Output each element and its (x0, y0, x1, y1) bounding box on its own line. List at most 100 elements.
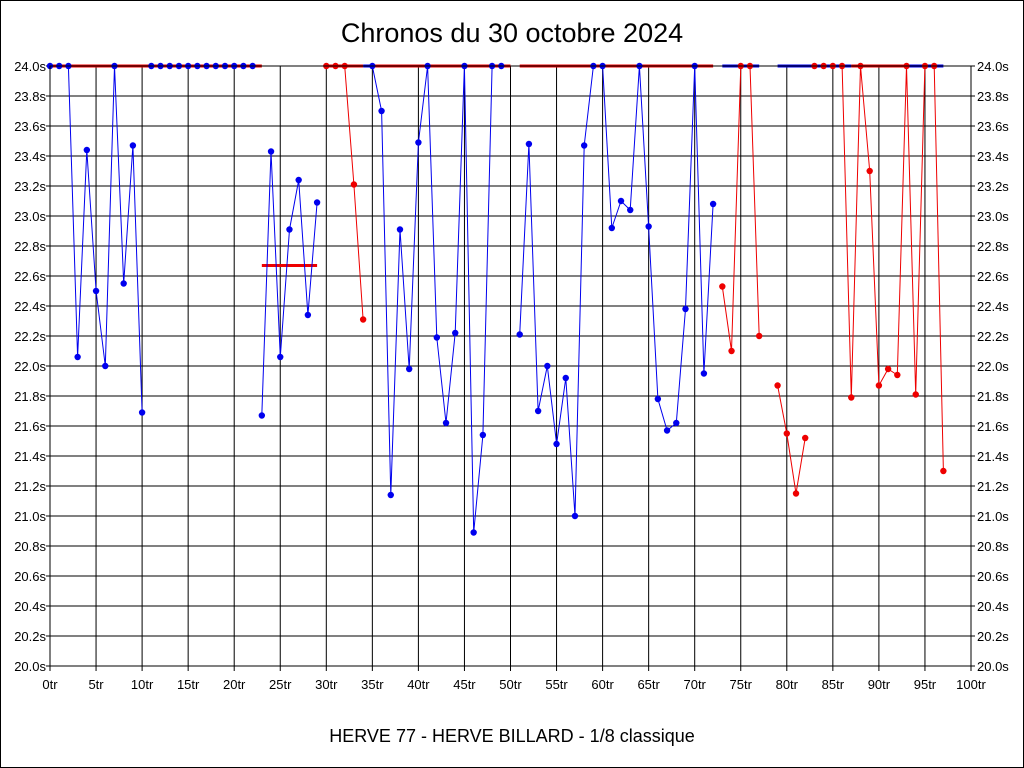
data-point (755, 332, 763, 340)
y-tick-label-left: 20.2s (14, 629, 46, 644)
grid (46, 65, 975, 671)
data-point (525, 140, 533, 148)
y-tick-label-left: 24.0s (14, 59, 46, 74)
data-point (129, 142, 137, 149)
x-tick-label: 95tr (914, 677, 937, 692)
x-tick-label: 30tr (315, 677, 338, 692)
y-tick-label-right: 23.0s (977, 209, 1009, 224)
x-tick-label: 50tr (499, 677, 522, 692)
y-tick-label-right: 20.0s (977, 659, 1009, 674)
data-point (452, 329, 459, 337)
x-tick-label: 40tr (407, 677, 430, 692)
data-point (571, 512, 579, 520)
data-point (912, 391, 919, 398)
series-line (326, 65, 364, 320)
data-point (875, 382, 883, 389)
data-point (313, 199, 321, 206)
data-point (663, 427, 671, 434)
x-tick-label: 75tr (730, 677, 753, 692)
series-line (371, 65, 502, 533)
x-tick-label: 5tr (88, 677, 104, 692)
data-point (608, 224, 616, 232)
y-tick-label-left: 22.0s (14, 359, 46, 374)
y-tick-label-right: 22.0s (977, 359, 1009, 374)
x-tick-label: 15tr (177, 677, 200, 692)
data-point (258, 412, 266, 419)
y-tick-label-right: 22.8s (977, 239, 1009, 254)
data-point (83, 146, 91, 154)
y-tick-label-left: 23.6s (14, 119, 46, 134)
y-tick-label-right: 21.2s (977, 479, 1009, 494)
data-point (866, 167, 873, 175)
data-point (774, 382, 781, 389)
data-point (884, 365, 892, 373)
data-point (387, 491, 394, 499)
y-tick-label-right: 22.4s (977, 299, 1009, 314)
y-tick-label-right: 22.6s (977, 269, 1009, 284)
chart-title: Chronos du 30 octobre 2024 (341, 18, 683, 48)
series-line (777, 385, 806, 494)
data-point (792, 490, 800, 497)
y-tick-label-right: 23.8s (977, 89, 1009, 104)
data-point (682, 305, 689, 313)
data-point (544, 362, 551, 370)
series-group (46, 62, 947, 536)
x-tick-label: 45tr (453, 677, 476, 692)
plot-border (49, 65, 972, 667)
series-line (519, 65, 714, 517)
y-tick-label-right: 21.4s (977, 449, 1009, 464)
data-point (277, 353, 284, 361)
x-tick-label: 0tr (42, 677, 58, 692)
x-tick-label: 55tr (545, 677, 568, 692)
y-tick-label-left: 20.6s (14, 569, 46, 584)
data-point (848, 394, 855, 401)
y-tick-label-right: 21.6s (977, 419, 1009, 434)
data-point (350, 181, 358, 188)
data-point (405, 365, 413, 373)
data-point (359, 316, 367, 323)
data-point (654, 395, 662, 403)
data-point (470, 529, 477, 536)
y-tick-label-left: 20.8s (14, 539, 46, 554)
data-point (138, 409, 146, 416)
data-point (673, 419, 680, 427)
x-tick-label: 65tr (637, 677, 660, 692)
y-tick-label-left: 22.2s (14, 329, 46, 344)
x-tick-label: 80tr (776, 677, 799, 692)
data-point (894, 371, 901, 379)
y-tick-label-left: 21.0s (14, 509, 46, 524)
y-tick-label-left: 22.6s (14, 269, 46, 284)
y-tick-label-left: 21.4s (14, 449, 46, 464)
data-point (562, 374, 569, 382)
data-point (783, 430, 790, 437)
y-tick-label-left: 23.4s (14, 149, 46, 164)
y-tick-label-left: 20.0s (14, 659, 46, 674)
data-point (802, 434, 809, 442)
y-tick-label-left: 23.2s (14, 179, 46, 194)
y-tick-label-right: 24.0s (977, 59, 1009, 74)
data-point (580, 142, 588, 149)
y-tick-label-left: 22.8s (14, 239, 46, 254)
tick-labels: 0tr 5tr 10tr 15tr 20tr 25tr 30tr 35tr 40tr 45tr 50… (14, 59, 1009, 692)
y-tick-label-right: 20.2s (977, 629, 1009, 644)
x-tick-label: 90tr (868, 677, 891, 692)
series-line (261, 151, 318, 416)
data-point (940, 467, 947, 475)
chart-subtitle: HERVE 77 - HERVE BILLARD - 1/8 classique (329, 726, 695, 746)
data-point (534, 407, 542, 415)
data-point (295, 176, 302, 184)
data-point (627, 206, 634, 214)
y-tick-label-right: 23.2s (977, 179, 1009, 194)
y-tick-label-left: 23.8s (14, 89, 46, 104)
y-tick-label-right: 21.0s (977, 509, 1009, 524)
y-tick-label-left: 21.6s (14, 419, 46, 434)
x-tick-label: 85tr (822, 677, 845, 692)
x-tick-label: 25tr (269, 677, 292, 692)
data-point (267, 148, 275, 155)
y-tick-label-left: 22.4s (14, 299, 46, 314)
data-point (286, 226, 293, 233)
data-point (102, 362, 109, 370)
data-point (645, 223, 652, 230)
data-point (709, 200, 717, 208)
